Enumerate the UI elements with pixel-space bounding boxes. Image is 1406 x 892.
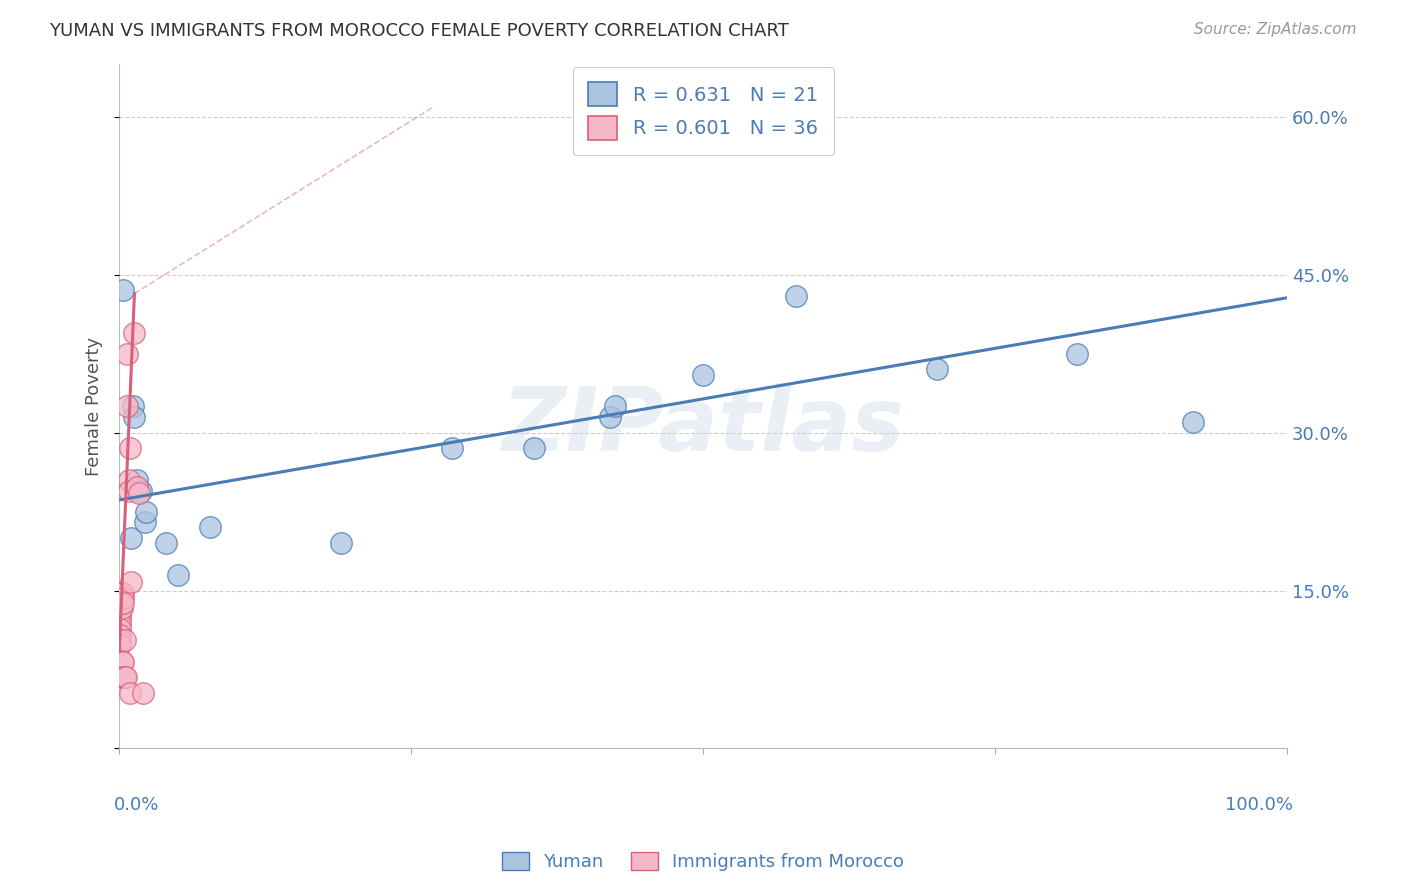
Point xyxy=(440,442,463,456)
Point xyxy=(110,601,132,615)
Point xyxy=(111,284,134,298)
Point xyxy=(108,605,131,619)
Point xyxy=(110,612,132,626)
Point xyxy=(110,596,132,610)
Point xyxy=(330,536,353,550)
Point xyxy=(111,670,134,684)
Point xyxy=(111,596,134,610)
Point xyxy=(125,473,148,487)
Text: Source: ZipAtlas.com: Source: ZipAtlas.com xyxy=(1194,22,1357,37)
Point xyxy=(115,670,138,684)
Point xyxy=(110,638,132,652)
Point xyxy=(112,670,135,684)
Point xyxy=(111,585,134,599)
Point xyxy=(117,483,139,498)
Point xyxy=(118,686,141,700)
Point xyxy=(111,591,134,605)
Point xyxy=(110,623,132,637)
Point xyxy=(114,670,136,684)
Point xyxy=(523,442,546,456)
Point xyxy=(110,591,132,605)
Point xyxy=(110,607,132,621)
Point xyxy=(124,326,146,340)
Point xyxy=(117,399,139,413)
Legend: Yuman, Immigrants from Morocco: Yuman, Immigrants from Morocco xyxy=(495,845,911,879)
Point xyxy=(110,596,132,610)
Text: 0.0%: 0.0% xyxy=(114,797,159,814)
Point xyxy=(1066,346,1088,360)
Point xyxy=(200,520,222,534)
Point xyxy=(124,409,146,424)
Point xyxy=(110,585,132,599)
Point xyxy=(135,505,157,519)
Point xyxy=(1182,415,1205,429)
Point xyxy=(110,633,132,648)
Point xyxy=(120,575,142,590)
Point xyxy=(692,368,714,382)
Point xyxy=(110,585,132,599)
Point xyxy=(110,617,132,632)
Point xyxy=(110,655,132,669)
Point xyxy=(166,567,188,582)
Point xyxy=(110,628,132,642)
Point xyxy=(131,483,153,498)
Point xyxy=(114,633,136,648)
Point xyxy=(122,399,145,413)
Point xyxy=(117,346,139,360)
Point xyxy=(110,601,132,615)
Point xyxy=(111,655,134,669)
Point xyxy=(155,536,177,550)
Text: ZIPatlas: ZIPatlas xyxy=(502,384,904,470)
Point xyxy=(118,442,141,456)
Point xyxy=(131,686,153,700)
Text: 100.0%: 100.0% xyxy=(1225,797,1292,814)
Point xyxy=(605,399,627,413)
Point xyxy=(599,409,621,424)
Text: YUMAN VS IMMIGRANTS FROM MOROCCO FEMALE POVERTY CORRELATION CHART: YUMAN VS IMMIGRANTS FROM MOROCCO FEMALE … xyxy=(49,22,789,40)
Legend: R = 0.631   N = 21, R = 0.601   N = 36: R = 0.631 N = 21, R = 0.601 N = 36 xyxy=(572,67,834,155)
Point xyxy=(125,480,148,494)
Point xyxy=(120,531,142,545)
Point xyxy=(785,289,807,303)
Point xyxy=(128,485,150,500)
Point xyxy=(117,473,139,487)
Point xyxy=(134,515,156,529)
Y-axis label: Female Poverty: Female Poverty xyxy=(86,336,103,475)
Point xyxy=(925,362,948,376)
